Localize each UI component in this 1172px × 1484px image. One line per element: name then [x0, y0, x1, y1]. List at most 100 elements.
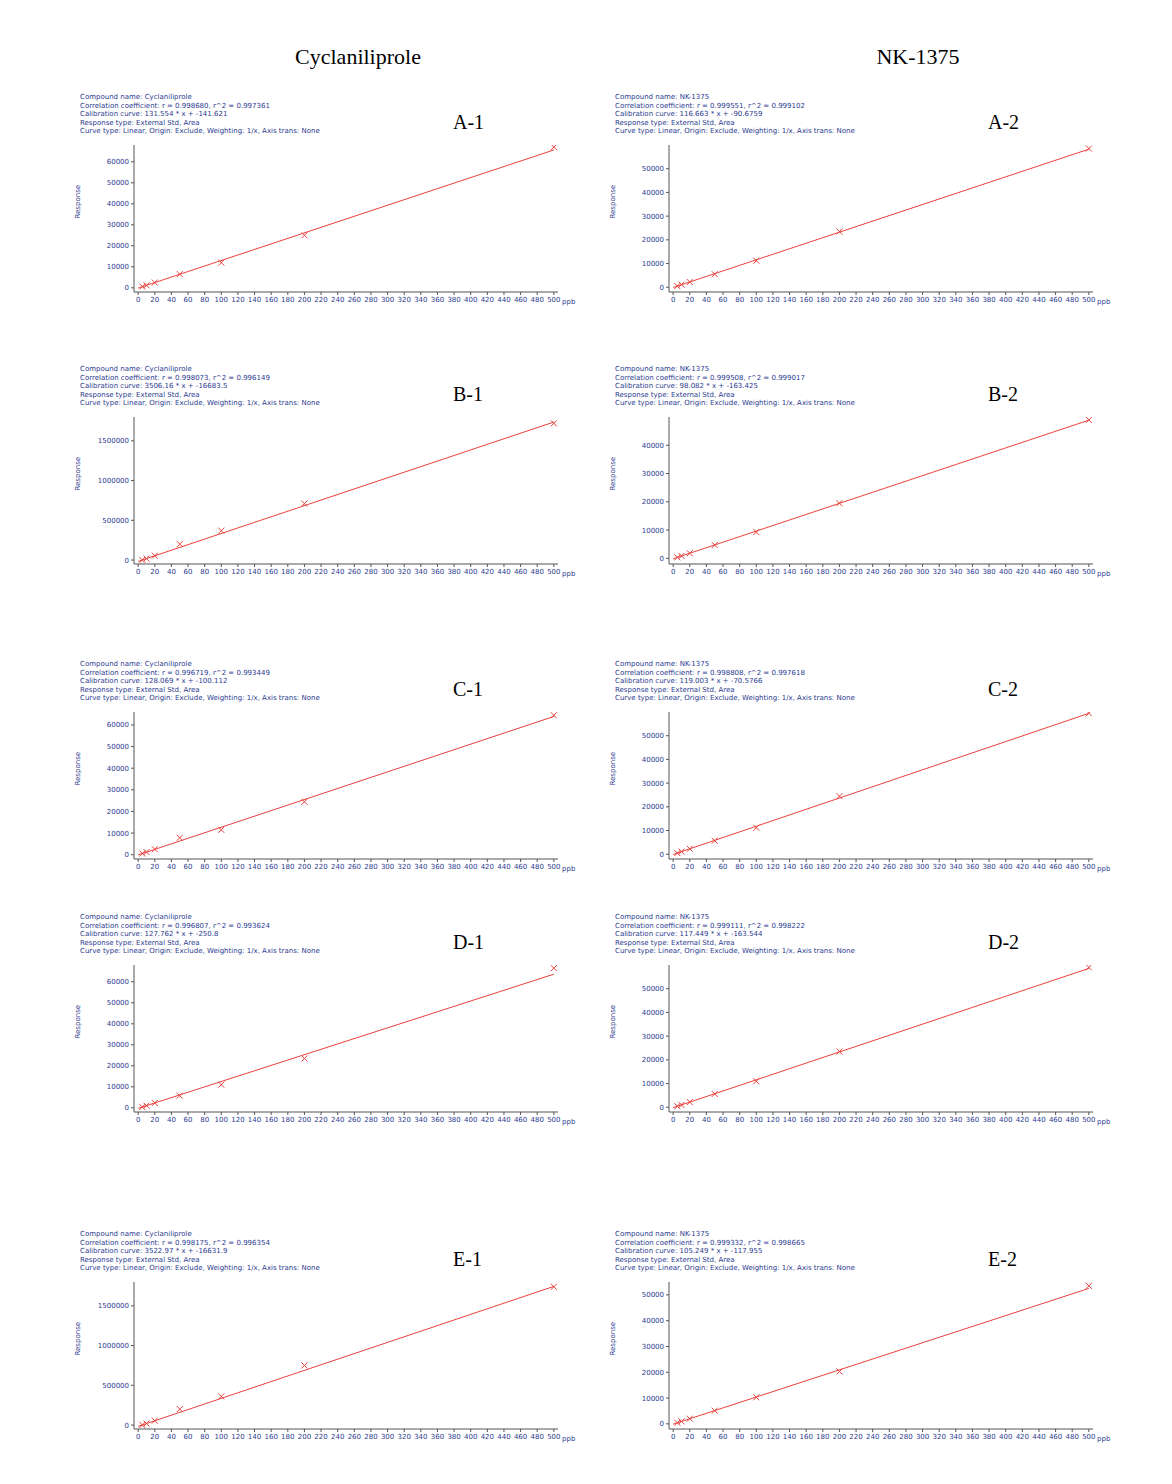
svg-text:20: 20 [685, 1116, 694, 1124]
svg-text:240: 240 [866, 296, 879, 304]
svg-text:180: 180 [281, 296, 294, 304]
svg-text:ppb: ppb [562, 298, 576, 306]
svg-text:Response: Response [74, 1322, 82, 1356]
svg-text:40: 40 [167, 1433, 176, 1441]
svg-text:140: 140 [783, 296, 796, 304]
svg-text:200: 200 [298, 1433, 311, 1441]
svg-text:480: 480 [1066, 568, 1079, 576]
svg-text:440: 440 [497, 1433, 510, 1441]
svg-text:260: 260 [883, 296, 896, 304]
svg-text:400: 400 [999, 1116, 1012, 1124]
svg-text:0: 0 [660, 555, 664, 563]
svg-text:320: 320 [933, 863, 946, 871]
svg-text:30000: 30000 [107, 1041, 129, 1049]
svg-text:100: 100 [215, 1116, 228, 1124]
svg-text:ppb: ppb [1097, 1118, 1111, 1126]
svg-text:40: 40 [702, 1433, 711, 1441]
svg-text:40000: 40000 [642, 1317, 664, 1325]
svg-text:500: 500 [547, 568, 560, 576]
svg-text:20: 20 [685, 568, 694, 576]
svg-text:120: 120 [231, 863, 244, 871]
svg-text:10000: 10000 [107, 263, 129, 271]
svg-text:400: 400 [999, 863, 1012, 871]
svg-text:500: 500 [1082, 568, 1095, 576]
svg-text:480: 480 [531, 296, 544, 304]
svg-text:Response: Response [74, 457, 82, 491]
svg-text:320: 320 [933, 1433, 946, 1441]
svg-text:20: 20 [150, 1433, 159, 1441]
svg-text:420: 420 [1016, 1116, 1029, 1124]
svg-text:20000: 20000 [107, 808, 129, 816]
svg-text:280: 280 [364, 568, 377, 576]
svg-text:60: 60 [184, 1116, 193, 1124]
svg-text:30000: 30000 [642, 780, 664, 788]
svg-text:0: 0 [671, 568, 675, 576]
svg-text:0: 0 [671, 1433, 675, 1441]
svg-text:500: 500 [1082, 296, 1095, 304]
svg-text:0: 0 [660, 851, 664, 859]
svg-text:440: 440 [1032, 863, 1045, 871]
svg-text:20000: 20000 [107, 1062, 129, 1070]
svg-text:20: 20 [150, 863, 159, 871]
svg-text:50000: 50000 [107, 743, 129, 751]
svg-text:200: 200 [298, 863, 311, 871]
svg-text:0: 0 [125, 557, 129, 565]
svg-text:40000: 40000 [107, 200, 129, 208]
svg-text:440: 440 [1032, 1116, 1045, 1124]
svg-text:140: 140 [248, 863, 261, 871]
svg-text:20: 20 [685, 863, 694, 871]
svg-text:180: 180 [816, 1433, 829, 1441]
svg-text:0: 0 [125, 851, 129, 859]
svg-text:10000: 10000 [642, 527, 664, 535]
svg-text:400: 400 [464, 1433, 477, 1441]
svg-text:440: 440 [1032, 296, 1045, 304]
svg-text:60: 60 [719, 863, 728, 871]
svg-text:ppb: ppb [1097, 570, 1111, 578]
svg-text:500: 500 [547, 1433, 560, 1441]
svg-text:0: 0 [136, 1116, 140, 1124]
svg-text:100: 100 [215, 296, 228, 304]
svg-text:40: 40 [167, 863, 176, 871]
svg-text:280: 280 [899, 296, 912, 304]
svg-text:380: 380 [982, 568, 995, 576]
svg-text:320: 320 [398, 1433, 411, 1441]
svg-text:0: 0 [125, 1104, 129, 1112]
svg-text:20: 20 [685, 1433, 694, 1441]
svg-text:0: 0 [660, 1104, 664, 1112]
svg-text:300: 300 [381, 863, 394, 871]
svg-text:400: 400 [464, 296, 477, 304]
svg-text:300: 300 [916, 568, 929, 576]
svg-text:220: 220 [849, 863, 862, 871]
svg-text:80: 80 [735, 1433, 744, 1441]
svg-text:100: 100 [750, 568, 763, 576]
svg-text:240: 240 [331, 1116, 344, 1124]
svg-text:260: 260 [883, 568, 896, 576]
svg-text:380: 380 [982, 1433, 995, 1441]
svg-text:200: 200 [833, 1433, 846, 1441]
svg-text:20: 20 [150, 1116, 159, 1124]
svg-text:120: 120 [231, 1433, 244, 1441]
svg-text:500: 500 [547, 296, 560, 304]
svg-text:120: 120 [766, 1116, 779, 1124]
svg-text:0: 0 [136, 296, 140, 304]
svg-text:40: 40 [702, 1116, 711, 1124]
svg-text:180: 180 [816, 568, 829, 576]
svg-text:80: 80 [735, 296, 744, 304]
svg-text:ppb: ppb [1097, 298, 1111, 306]
svg-text:ppb: ppb [1097, 865, 1111, 873]
svg-text:380: 380 [447, 296, 460, 304]
svg-text:460: 460 [514, 296, 527, 304]
svg-text:420: 420 [1016, 863, 1029, 871]
svg-text:480: 480 [1066, 863, 1079, 871]
svg-text:160: 160 [799, 568, 812, 576]
svg-text:140: 140 [248, 296, 261, 304]
svg-text:80: 80 [200, 1433, 209, 1441]
svg-text:200: 200 [833, 296, 846, 304]
svg-text:ppb: ppb [562, 1118, 576, 1126]
svg-text:20000: 20000 [642, 803, 664, 811]
svg-text:420: 420 [481, 296, 494, 304]
svg-text:400: 400 [999, 568, 1012, 576]
svg-text:Response: Response [609, 457, 617, 491]
svg-text:80: 80 [735, 568, 744, 576]
svg-text:460: 460 [1049, 1116, 1062, 1124]
